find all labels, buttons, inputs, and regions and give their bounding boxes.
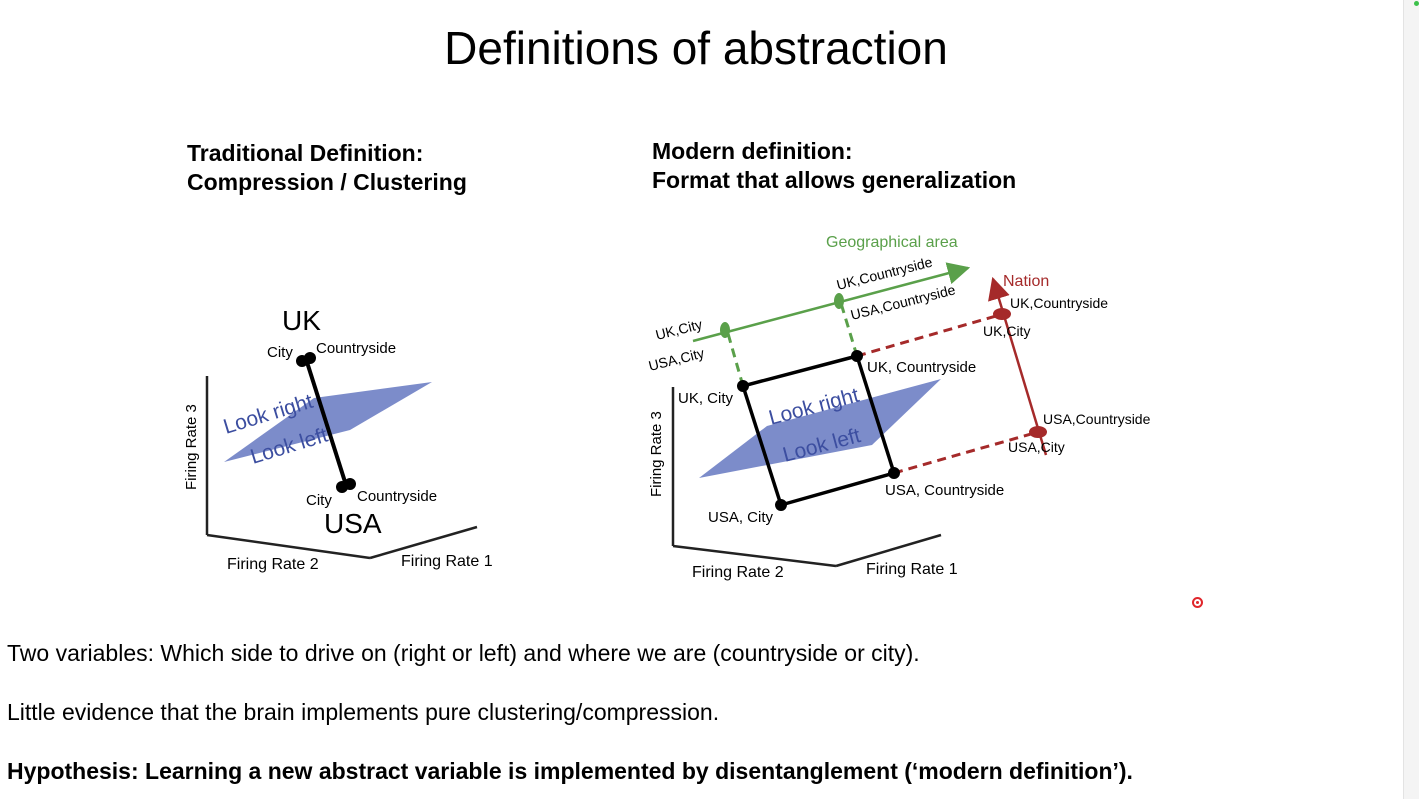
left-firing-rate-3-label: Firing Rate 3 [183, 404, 200, 490]
right-usa-countryside-label: USA, Countryside [885, 482, 1004, 499]
geographical-area-title: Geographical area [826, 234, 958, 251]
left-usa-city-label: City [306, 492, 332, 509]
right-uk-countryside-label: UK, Countryside [867, 359, 976, 376]
left-usa-label: USA [324, 508, 382, 539]
right-firing-rate-1-label: Firing Rate 1 [866, 561, 958, 578]
nation-usa-marker [1029, 426, 1047, 438]
square-edge-top [742, 354, 858, 388]
right-usa-countryside-point [888, 467, 900, 479]
traditional-definition-line2: Compression / Clustering [187, 169, 467, 195]
nation-projection-usa-countryside [893, 430, 1039, 475]
modern-definition-heading: Modern definition: Format that allows ge… [652, 137, 1016, 195]
left-uk-countryside-point [304, 352, 316, 364]
right-uk-city-label: UK, City [678, 390, 734, 407]
right-uk-city-point [737, 380, 749, 392]
laser-pointer-cursor [1192, 597, 1203, 608]
right-axis-depth [835, 533, 942, 568]
geo-city-marker [720, 322, 730, 338]
geo-projection-uk-city [725, 329, 745, 387]
left-firing-rate-1-label: Firing Rate 1 [401, 553, 493, 570]
right-uk-countryside-point [851, 350, 863, 362]
left-uk-city-label: City [267, 344, 293, 361]
modern-definition-line2: Format that allows generalization [652, 167, 1017, 193]
right-firing-rate-2-label: Firing Rate 2 [692, 564, 784, 581]
left-usa-countryside-label: Countryside [357, 488, 437, 505]
nation-usa-countryside-label: USA,Countryside [1043, 411, 1151, 427]
nation-projection-uk-countryside [856, 312, 1004, 358]
right-usa-city-point [775, 499, 787, 511]
nation-uk-city-label: UK,City [983, 323, 1030, 339]
nation-usa-city-label: USA,City [1008, 439, 1065, 455]
geo-uk-countryside-label: UK,Countryside [835, 254, 934, 293]
left-uk-label: UK [282, 305, 321, 336]
text-two-variables: Two variables: Which side to drive on (r… [7, 640, 920, 666]
square-edge-left [741, 385, 783, 506]
right-square [741, 354, 896, 507]
nation-uk-marker [993, 308, 1011, 320]
left-axes [205, 376, 478, 560]
geo-usa-city-label: USA,City [647, 345, 706, 374]
nation-title: Nation [1003, 273, 1049, 290]
nation-uk-countryside-label: UK,Countryside [1010, 295, 1108, 311]
geo-projection-uk-countryside [838, 299, 859, 357]
left-uk-countryside-label: Countryside [316, 340, 396, 357]
right-usa-city-label: USA, City [708, 509, 774, 526]
geographical-area-axis [692, 262, 971, 343]
square-edge-right [855, 355, 896, 474]
square-edge-bottom [780, 471, 895, 507]
traditional-definition-line1: Traditional Definition: [187, 140, 424, 166]
disentangled-diagram: UK, City UK, Countryside USA, Countrysid… [647, 234, 1151, 581]
right-decision-plane [699, 379, 941, 478]
status-indicator-dot [1414, 1, 1419, 6]
modern-definition-line1: Modern definition: [652, 138, 853, 164]
left-axis-depth [369, 525, 478, 560]
right-firing-rate-3-label: Firing Rate 3 [648, 411, 665, 497]
geo-usa-countryside-label: USA,Countryside [849, 281, 957, 323]
text-hypothesis: Hypothesis: Learning a new abstract vari… [7, 758, 1133, 784]
right-axes [671, 387, 942, 568]
left-firing-rate-2-label: Firing Rate 2 [227, 556, 319, 573]
right-axis-floor [672, 544, 837, 568]
window-scroll-edge[interactable] [1403, 0, 1419, 799]
left-axis-floor [206, 533, 371, 560]
left-usa-countryside-point [344, 478, 356, 490]
traditional-definition-heading: Traditional Definition: Compression / Cl… [187, 139, 467, 197]
left-cluster-connector [304, 358, 348, 486]
text-little-evidence: Little evidence that the brain implement… [7, 699, 720, 725]
geo-countryside-marker [834, 293, 844, 309]
slide-title: Definitions of abstraction [444, 22, 948, 74]
clustering-diagram: UK City Countryside City Countryside USA… [183, 305, 493, 573]
